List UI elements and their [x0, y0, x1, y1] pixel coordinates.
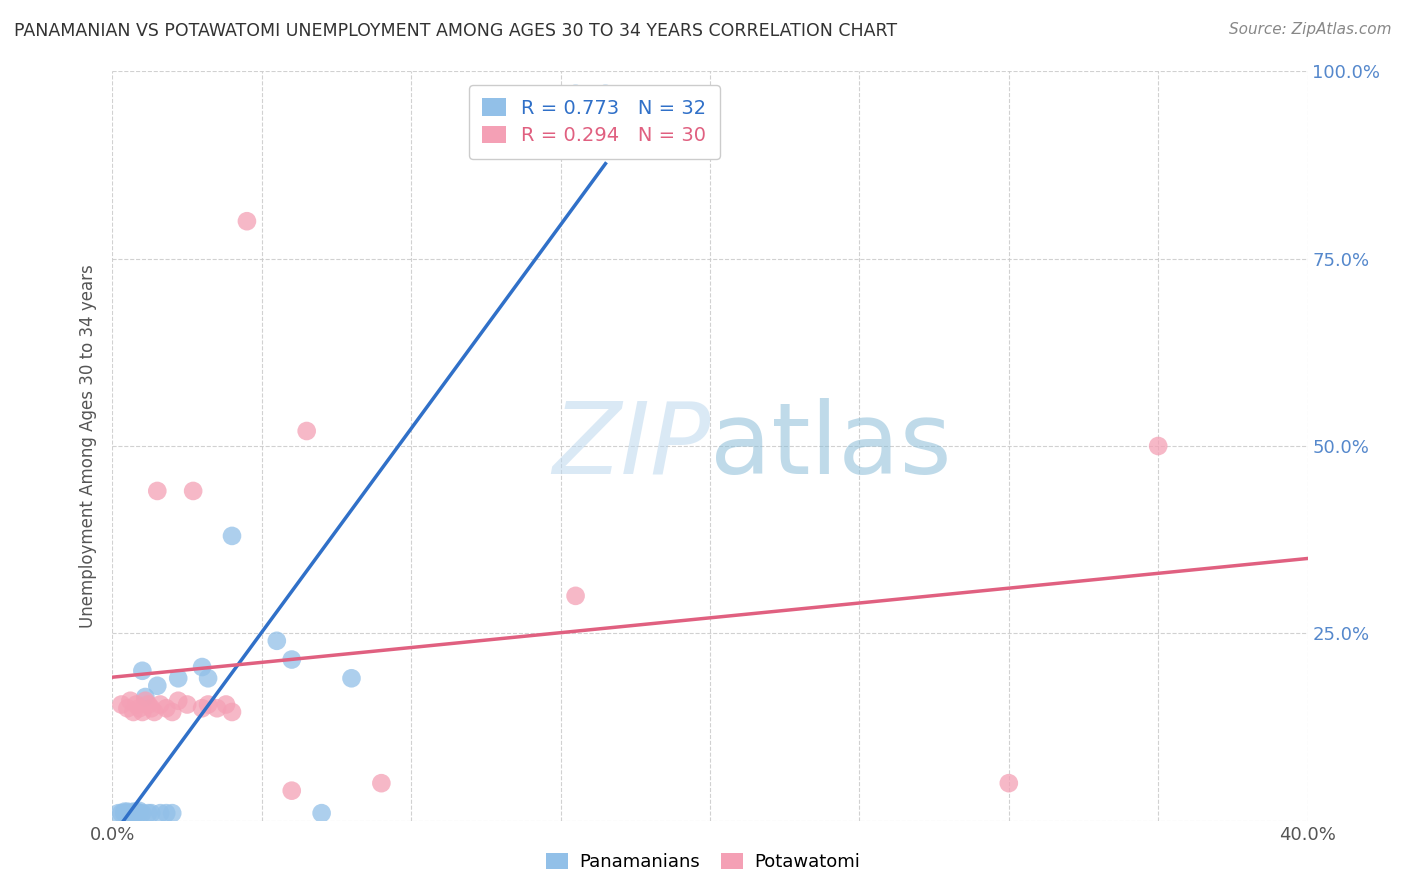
Point — [221, 529, 243, 543]
Point — [191, 660, 214, 674]
Point — [146, 679, 169, 693]
Point — [143, 705, 166, 719]
Point — [340, 671, 363, 685]
Point — [595, 87, 617, 101]
Point — [131, 664, 153, 678]
Point — [149, 806, 172, 821]
Point — [146, 483, 169, 498]
Point — [141, 806, 163, 821]
Text: atlas: atlas — [710, 398, 952, 494]
Point — [295, 424, 318, 438]
Point — [564, 589, 586, 603]
Point — [311, 806, 333, 821]
Point — [149, 698, 172, 712]
Point — [117, 805, 139, 819]
Point — [125, 806, 148, 821]
Point — [266, 633, 288, 648]
Point — [155, 701, 177, 715]
Point — [197, 671, 219, 685]
Point — [281, 652, 304, 666]
Point — [122, 805, 145, 819]
Point — [162, 705, 183, 719]
Legend: Panamanians, Potawatomi: Panamanians, Potawatomi — [538, 846, 868, 879]
Point — [134, 694, 156, 708]
Point — [131, 705, 153, 719]
Point — [122, 705, 145, 719]
Point — [370, 776, 392, 790]
Point — [221, 705, 243, 719]
Point — [236, 214, 259, 228]
Point — [114, 805, 135, 819]
Point — [117, 806, 139, 821]
Point — [155, 806, 177, 821]
Point — [141, 701, 163, 715]
Point — [131, 806, 153, 821]
Point — [181, 483, 204, 498]
Point — [215, 698, 238, 712]
Text: Source: ZipAtlas.com: Source: ZipAtlas.com — [1229, 22, 1392, 37]
Point — [197, 698, 219, 712]
Point — [167, 694, 190, 708]
Point — [110, 698, 132, 712]
Text: ZIP: ZIP — [551, 398, 710, 494]
Point — [110, 806, 132, 821]
Point — [564, 87, 586, 101]
Point — [107, 806, 129, 821]
Legend: R = 0.773   N = 32, R = 0.294   N = 30: R = 0.773 N = 32, R = 0.294 N = 30 — [468, 85, 720, 159]
Point — [191, 701, 214, 715]
Point — [114, 806, 135, 821]
Y-axis label: Unemployment Among Ages 30 to 34 years: Unemployment Among Ages 30 to 34 years — [79, 264, 97, 628]
Point — [998, 776, 1021, 790]
Point — [128, 804, 150, 818]
Point — [125, 698, 148, 712]
Point — [281, 783, 304, 797]
Point — [205, 701, 228, 715]
Text: PANAMANIAN VS POTAWATOMI UNEMPLOYMENT AMONG AGES 30 TO 34 YEARS CORRELATION CHAR: PANAMANIAN VS POTAWATOMI UNEMPLOYMENT AM… — [14, 22, 897, 40]
Point — [167, 671, 190, 685]
Point — [128, 701, 150, 715]
Point — [125, 805, 148, 819]
Point — [122, 806, 145, 821]
Point — [120, 694, 142, 708]
Point — [138, 806, 160, 821]
Point — [1147, 439, 1170, 453]
Point — [138, 698, 160, 712]
Point — [120, 806, 142, 821]
Point — [117, 701, 139, 715]
Point — [176, 698, 198, 712]
Point — [134, 690, 156, 704]
Point — [162, 806, 183, 821]
Point — [128, 806, 150, 821]
